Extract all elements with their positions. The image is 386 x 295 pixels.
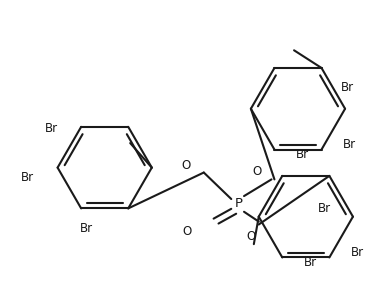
Text: Br: Br [44, 122, 58, 135]
Text: Br: Br [296, 148, 309, 161]
Text: Br: Br [318, 202, 331, 215]
Text: O: O [182, 159, 191, 172]
Text: P: P [235, 197, 243, 210]
Text: O: O [183, 225, 192, 238]
Text: O: O [247, 230, 256, 243]
Text: Br: Br [80, 222, 93, 235]
Text: Br: Br [304, 256, 317, 269]
Text: Br: Br [21, 171, 34, 184]
Text: Br: Br [343, 138, 356, 151]
Text: Br: Br [351, 246, 364, 259]
Text: Br: Br [340, 81, 354, 94]
Text: O: O [252, 165, 262, 178]
